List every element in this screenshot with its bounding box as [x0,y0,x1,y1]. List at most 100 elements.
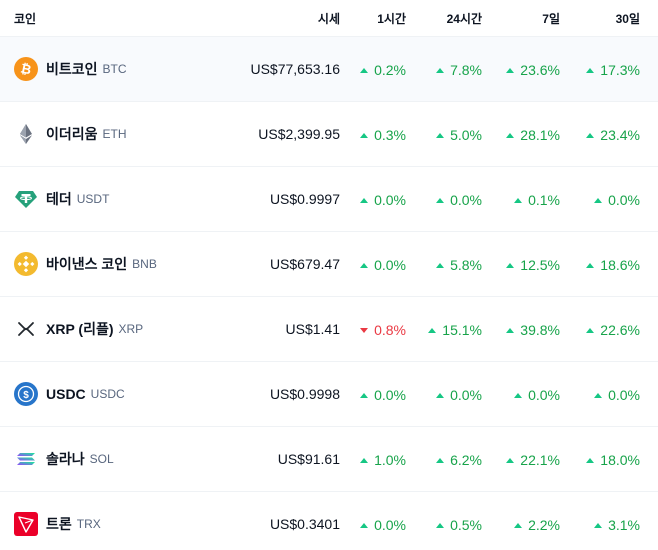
coin-symbol: TRX [76,517,101,531]
caret-up-icon [436,132,445,138]
coin-price: US$2,399.95 [258,126,340,142]
coin-cell[interactable]: $ USDC USDC [0,382,220,406]
caret-up-icon [594,392,603,398]
caret-up-icon [360,392,369,398]
coin-symbol: ETH [102,127,127,141]
coin-price: US$0.3401 [269,516,340,532]
tether-icon [14,187,38,211]
table-row[interactable]: 솔라나 SOL US$91.61 1.0% 6.2% 22.1% 18.0% [0,427,658,492]
change-1h: 1.0% [340,450,406,468]
caret-up-icon [360,132,369,138]
table-row[interactable]: 트론 TRX US$0.3401 0.0% 0.5% 2.2% 3.1% [0,492,658,550]
coin-name: XRP (리플) [46,321,114,337]
coin-price: US$0.9998 [269,386,340,402]
table-row[interactable]: ₿ 비트코인 BTC US$77,653.16 0.2% 7.8% 23.6% 17.3… [0,37,658,102]
svg-text:₿: ₿ [19,61,32,78]
coin-name: 테더 [46,191,72,207]
caret-up-icon [436,392,445,398]
coin-price: US$1.41 [285,321,340,337]
header-price[interactable]: 시세 [317,11,340,26]
coin-price: US$77,653.16 [250,61,340,77]
caret-up-icon [594,197,603,203]
coin-cell[interactable]: 바이낸스 코인 BNB [0,252,220,276]
coin-cell[interactable]: ₿ 비트코인 BTC [0,57,220,81]
caret-up-icon [586,132,595,138]
caret-up-icon [360,197,369,203]
caret-up-icon [586,262,595,268]
change-30d: 18.0% [560,450,640,468]
caret-up-icon [436,67,445,73]
change-1h: 0.0% [340,190,406,208]
change-7d: 0.0% [482,385,560,403]
coin-cell[interactable]: 솔라나 SOL [0,447,220,471]
change-7d: 28.1% [482,125,560,143]
change-30d: 0.0% [560,385,640,403]
header-24h[interactable]: 24시간 [446,11,482,26]
change-30d: 0.0% [560,190,640,208]
header-7d[interactable]: 7일 [542,11,560,26]
change-30d: 23.4% [560,125,640,143]
change-7d: 12.5% [482,255,560,273]
table-row[interactable]: 이더리움 ETH US$2,399.95 0.3% 5.0% 28.1% 23.4% [0,102,658,167]
change-7d: 22.1% [482,450,560,468]
caret-up-icon [594,522,603,528]
caret-up-icon [360,457,369,463]
header-1h[interactable]: 1시간 [377,11,406,26]
caret-up-icon [360,522,369,528]
coin-cell[interactable]: 이더리움 ETH [0,122,220,146]
coin-name: 바이낸스 코인 [46,256,128,272]
change-24h: 15.1% [406,320,482,338]
table-row[interactable]: $ USDC USDC US$0.9998 0.0% 0.0% 0.0% 0.0% [0,362,658,427]
change-1h: 0.3% [340,125,406,143]
caret-up-icon [586,327,595,333]
header-30d[interactable]: 30일 [615,11,640,26]
change-30d: 17.3% [560,60,640,78]
caret-up-icon [506,132,515,138]
change-24h: 7.8% [406,60,482,78]
change-7d: 39.8% [482,320,560,338]
coin-name: 비트코인 [46,61,98,77]
change-1h: 0.2% [340,60,406,78]
change-7d: 0.1% [482,190,560,208]
change-24h: 5.8% [406,255,482,273]
header-coin[interactable]: 코인 [14,11,37,26]
caret-up-icon [436,262,445,268]
change-7d: 23.6% [482,60,560,78]
caret-up-icon [514,197,523,203]
change-24h: 0.0% [406,385,482,403]
caret-up-icon [436,197,445,203]
coin-name: 트론 [46,516,72,532]
change-7d: 2.2% [482,515,560,533]
caret-up-icon [586,457,595,463]
change-30d: 22.6% [560,320,640,338]
change-24h: 6.2% [406,450,482,468]
change-24h: 0.0% [406,190,482,208]
caret-up-icon [514,522,523,528]
coin-symbol: XRP [118,322,144,336]
tron-icon [14,512,38,536]
caret-down-icon [360,327,369,333]
coin-name: 솔라나 [46,451,85,467]
table-row[interactable]: XRP (리플) XRP US$1.41 0.8% 15.1% 39.8% 22.6% [0,297,658,362]
coin-symbol: USDC [90,387,125,401]
coin-symbol: BTC [102,62,127,76]
coin-cell[interactable]: 테더 USDT [0,187,220,211]
change-1h: 0.8% [340,320,406,338]
ethereum-icon [14,122,38,146]
caret-up-icon [506,457,515,463]
caret-up-icon [506,67,515,73]
caret-up-icon [436,457,445,463]
solana-icon [14,447,38,471]
caret-up-icon [586,67,595,73]
coin-cell[interactable]: 트론 TRX [0,512,220,536]
change-1h: 0.0% [340,515,406,533]
caret-up-icon [360,262,369,268]
svg-text:$: $ [23,390,29,401]
table-row[interactable]: 바이낸스 코인 BNB US$679.47 0.0% 5.8% 12.5% 18.6% [0,232,658,297]
coin-symbol: BNB [132,257,157,271]
coin-symbol: USDT [76,192,110,206]
caret-up-icon [360,67,369,73]
table-row[interactable]: 테더 USDT US$0.9997 0.0% 0.0% 0.1% 0.0% [0,167,658,232]
coin-cell[interactable]: XRP (리플) XRP [0,317,220,341]
coin-price: US$91.61 [277,451,340,467]
